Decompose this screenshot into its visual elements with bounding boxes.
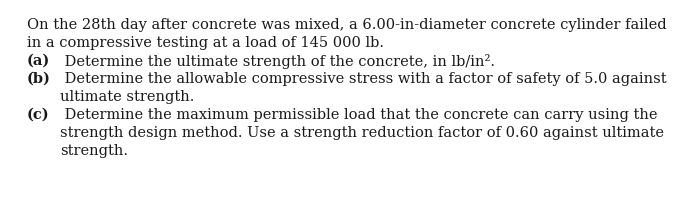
Text: Determine the allowable compressive stress with a factor of safety of 5.0 agains: Determine the allowable compressive stre… [60, 72, 666, 86]
Text: ultimate strength.: ultimate strength. [60, 90, 195, 104]
Text: strength.: strength. [60, 144, 128, 158]
Text: (c): (c) [27, 108, 50, 122]
Text: (b): (b) [27, 72, 51, 86]
Text: Determine the maximum permissible load that the concrete can carry using the: Determine the maximum permissible load t… [60, 108, 657, 122]
Text: Determine the ultimate strength of the concrete, in lb/in².: Determine the ultimate strength of the c… [60, 54, 495, 69]
Text: in a compressive testing at a load of 145 000 lb.: in a compressive testing at a load of 14… [27, 36, 384, 50]
Text: (a): (a) [27, 54, 50, 68]
Text: On the 28th day after concrete was mixed, a 6.00-in-diameter concrete cylinder f: On the 28th day after concrete was mixed… [27, 18, 666, 32]
Text: strength design method. Use a strength reduction factor of 0.60 against ultimate: strength design method. Use a strength r… [60, 126, 664, 140]
